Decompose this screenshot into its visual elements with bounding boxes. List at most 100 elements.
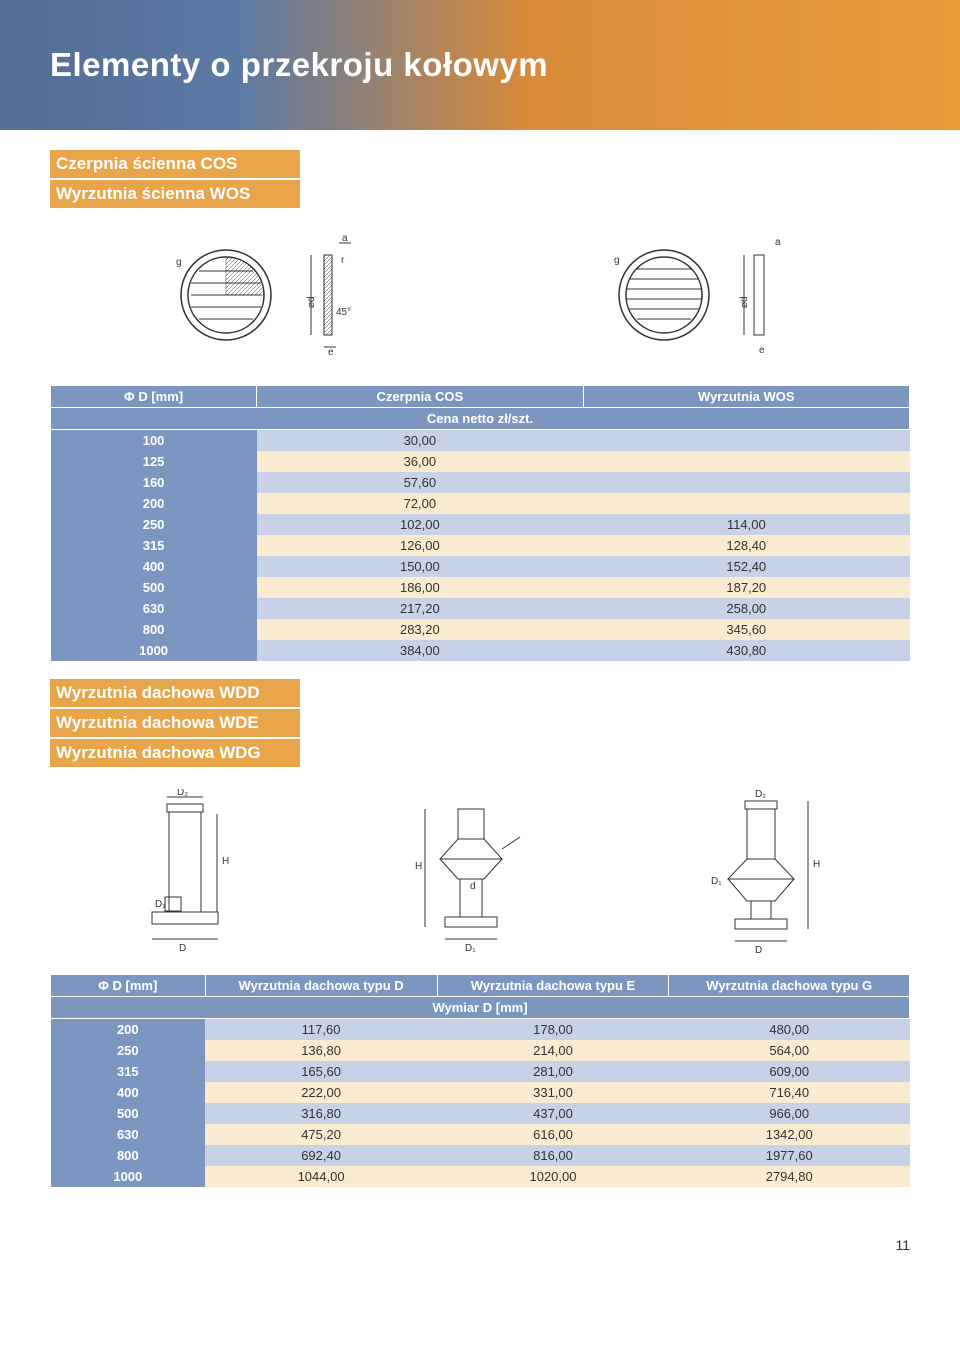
table-row: 630475,20616,001342,00 [51,1124,910,1145]
table-cell: 250 [51,514,257,535]
table-cell: 186,00 [257,577,583,598]
table2-header: Φ D [mm] Wyrzutnia dachowa typu D Wyrzut… [51,975,910,997]
table-section2: Φ D [mm] Wyrzutnia dachowa typu D Wyrzut… [50,974,910,1187]
table-cell: 430,80 [583,640,909,661]
table-cell: 1977,60 [669,1145,910,1166]
table-cell: 100 [51,430,257,452]
section1-title-1: Wyrzutnia ścienna WOS [50,180,300,208]
wde-D1: D₁ [465,943,476,954]
wdd-D1: D₁ [155,899,166,910]
label-e: e [328,347,334,355]
table-cell: 117,60 [205,1019,437,1041]
table-row: 315165,60281,00609,00 [51,1061,910,1082]
table-cell: 36,00 [257,451,583,472]
label-phid2: ⌀d [739,296,750,308]
wde-d: d [470,881,476,892]
t1-sub: Cena netto zł/szt. [51,408,910,430]
table-row: 1000384,00430,80 [51,640,910,661]
label-a2: a [775,237,781,248]
table-cell: 1000 [51,640,257,661]
section2-title-0: Wyrzutnia dachowa WDD [50,679,300,707]
table-cell: 178,00 [437,1019,669,1041]
t2-sub: Wymiar D [mm] [51,997,910,1019]
t2-col0: Φ D [mm] [51,975,206,997]
table-cell: 200 [51,1019,206,1041]
t1-col0: Φ D [mm] [51,386,257,408]
t2-col3: Wyrzutnia dachowa typu G [669,975,910,997]
label-g2: g [614,255,620,266]
table-cell: 315 [51,535,257,556]
table-section1: Φ D [mm] Czerpnia COS Wyrzutnia WOS Cena… [50,385,910,661]
table-cell: 437,00 [437,1103,669,1124]
table-cell: 384,00 [257,640,583,661]
section2-diagrams: H D₂ D₁ D H D₁ d [50,779,910,959]
label-phid: ⌀d [306,296,317,308]
table-row: 250102,00114,00 [51,514,910,535]
table-cell: 400 [51,1082,206,1103]
table-cell: 30,00 [257,430,583,452]
table-cell: 72,00 [257,493,583,514]
wos-side-icon: a ⌀d e [739,235,789,355]
table-cell: 345,60 [583,619,909,640]
table-row: 10001044,001020,002794,80 [51,1166,910,1187]
cos-side-icon: a r ⌀d 45° e [306,235,361,355]
table-row: 630217,20258,00 [51,598,910,619]
wdg-D: D [755,945,762,956]
table-cell: 609,00 [669,1061,910,1082]
table-cell: 816,00 [437,1145,669,1166]
table-cell: 102,00 [257,514,583,535]
table-cell [583,472,909,493]
table-cell: 564,00 [669,1040,910,1061]
section1-titles: Czerpnia ścienna COS Wyrzutnia ścienna W… [50,150,910,210]
table-cell [583,493,909,514]
table-cell: 475,20 [205,1124,437,1145]
table1-subheader: Cena netto zł/szt. [51,408,910,430]
wdd-D2: D₂ [177,789,188,798]
label-e2: e [759,345,765,355]
table-cell [583,430,909,452]
t1-col1: Czerpnia COS [257,386,583,408]
table2-subheader: Wymiar D [mm] [51,997,910,1019]
table-row: 250136,80214,00564,00 [51,1040,910,1061]
table-cell: 716,40 [669,1082,910,1103]
wdg-D2: D₂ [755,789,766,800]
table-cell: 136,80 [205,1040,437,1061]
table-cell: 200 [51,493,257,514]
table-cell: 114,00 [583,514,909,535]
label-45: 45° [336,307,351,318]
table-cell: 258,00 [583,598,909,619]
table-cell: 217,20 [257,598,583,619]
table-cell: 1342,00 [669,1124,910,1145]
t2-col2: Wyrzutnia dachowa typu E [437,975,669,997]
table-row: 10030,00 [51,430,910,452]
table-cell: 160 [51,472,257,493]
table-cell: 331,00 [437,1082,669,1103]
wde-H: H [415,861,422,872]
table-cell: 57,60 [257,472,583,493]
table-cell: 281,00 [437,1061,669,1082]
table-cell: 283,20 [257,619,583,640]
table-cell: 616,00 [437,1124,669,1145]
table-cell: 480,00 [669,1019,910,1041]
label-a: a [342,235,348,244]
table-cell: 800 [51,1145,206,1166]
section2-title-1: Wyrzutnia dachowa WDE [50,709,300,737]
wdg-D1: D₁ [711,876,722,887]
t1-col2: Wyrzutnia WOS [583,386,909,408]
table-row: 500186,00187,20 [51,577,910,598]
table-cell: 1044,00 [205,1166,437,1187]
table-cell: 250 [51,1040,206,1061]
section2-titles: Wyrzutnia dachowa WDD Wyrzutnia dachowa … [50,679,910,769]
content-area: Czerpnia ścienna COS Wyrzutnia ścienna W… [0,130,960,1217]
table-cell: 315 [51,1061,206,1082]
table-cell: 630 [51,1124,206,1145]
table-cell: 966,00 [669,1103,910,1124]
table-cell: 400 [51,556,257,577]
table-row: 800283,20345,60 [51,619,910,640]
table-row: 500316,80437,00966,00 [51,1103,910,1124]
table-cell: 316,80 [205,1103,437,1124]
section1-title-0: Czerpnia ścienna COS [50,150,300,178]
table-row: 400222,00331,00716,40 [51,1082,910,1103]
table-cell: 187,20 [583,577,909,598]
cos-front-icon: g [171,235,291,355]
